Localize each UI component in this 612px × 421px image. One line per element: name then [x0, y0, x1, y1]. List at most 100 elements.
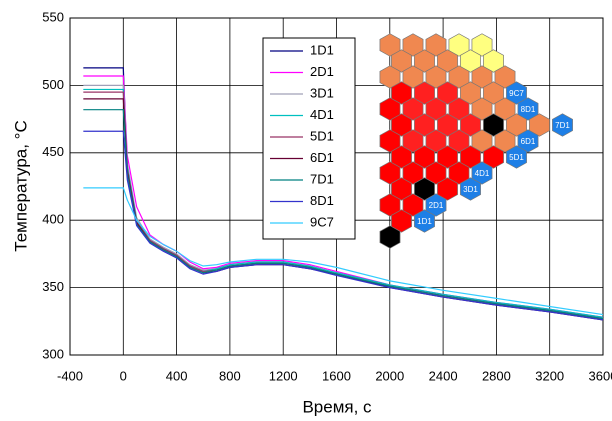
hex-cell: [448, 161, 470, 185]
hex-cell: [460, 177, 481, 201]
x-tick-label: 3200: [535, 368, 564, 383]
hex-cell: [414, 177, 435, 201]
hex-cell: [448, 97, 470, 121]
y-axis-label: Температура, °С: [11, 120, 30, 251]
hex-cell: [391, 113, 412, 137]
hex-cell: [506, 81, 527, 105]
x-tick-label: 800: [219, 368, 241, 383]
hex-cell: [437, 177, 458, 201]
hex-cell: [425, 161, 447, 185]
hex-cell: [471, 161, 493, 185]
hex-cell: [437, 81, 458, 105]
y-tick-label: 400: [42, 212, 64, 227]
hex-cell: [448, 33, 470, 57]
hex-cell: [437, 49, 458, 73]
hex-cell: [402, 97, 424, 121]
hex-cell: [414, 81, 435, 105]
hex-label: 2D1: [429, 201, 444, 210]
x-tick-label: 400: [166, 368, 188, 383]
hex-cell: [414, 113, 435, 137]
hex-label: 6D1: [521, 137, 536, 146]
hex-cell: [379, 193, 401, 217]
hex-cell: [471, 33, 493, 57]
hex-cell: [494, 65, 516, 89]
hex-cell: [402, 33, 424, 57]
legend-label: 4D1: [310, 107, 334, 122]
legend-label: 9C7: [310, 214, 334, 229]
hex-cell: [391, 49, 412, 73]
hex-label: 5D1: [509, 153, 524, 162]
hex-label: 8D1: [521, 105, 536, 114]
hex-cell: [379, 225, 401, 249]
hex-cell: [483, 113, 504, 137]
hex-cell: [494, 129, 516, 153]
x-axis-label: Время, с: [302, 397, 372, 416]
hex-cell: [483, 145, 504, 169]
x-tick-label: 2800: [482, 368, 511, 383]
hex-label: 9C7: [509, 89, 524, 98]
legend-label: 6D1: [310, 150, 334, 165]
hex-cell: [402, 65, 424, 89]
hex-cell: [494, 97, 516, 121]
hex-label: 7D1: [555, 121, 570, 130]
hex-cell: [425, 65, 447, 89]
hex-cell: [425, 129, 447, 153]
hex-cell: [414, 145, 435, 169]
x-tick-label: 2400: [429, 368, 458, 383]
y-tick-label: 300: [42, 346, 64, 361]
hex-label: 1D1: [417, 217, 432, 226]
hex-cell: [471, 97, 493, 121]
hex-cell: [460, 113, 481, 137]
y-tick-label: 550: [42, 9, 64, 24]
hex-cell: [379, 65, 401, 89]
x-tick-label: 1600: [322, 368, 351, 383]
hex-cell: [437, 145, 458, 169]
x-tick-label: 0: [120, 368, 127, 383]
hex-cell: [506, 113, 527, 137]
legend-label: 7D1: [310, 171, 334, 186]
hex-cell: [517, 129, 539, 153]
hex-cell: [402, 161, 424, 185]
series-line: [83, 130, 604, 321]
hex-cell: [402, 129, 424, 153]
hex-cell: [425, 97, 447, 121]
x-tick-label: 2000: [375, 368, 404, 383]
hex-cell: [425, 193, 447, 217]
x-tick-label: -400: [57, 368, 83, 383]
hex-cell: [552, 113, 573, 137]
hex-label: 4D1: [475, 169, 490, 178]
hex-cell: [460, 81, 481, 105]
hex-cell: [379, 129, 401, 153]
series-line: [83, 187, 604, 316]
hex-cell: [483, 81, 504, 105]
x-tick-label: 3600: [589, 368, 612, 383]
hex-cell: [379, 97, 401, 121]
y-tick-label: 500: [42, 77, 64, 92]
legend-label: 2D1: [310, 64, 334, 79]
hex-cell: [414, 209, 435, 233]
hex-cell: [391, 81, 412, 105]
legend-box: [262, 37, 356, 240]
y-tick-label: 350: [42, 279, 64, 294]
hex-cell: [437, 113, 458, 137]
legend-label: 8D1: [310, 193, 334, 208]
hex-label: 3D1: [463, 185, 478, 194]
hex-cell: [506, 145, 527, 169]
hex-cell: [471, 65, 493, 89]
legend-label: 5D1: [310, 128, 334, 143]
series-line: [83, 109, 604, 320]
hex-cell: [391, 177, 412, 201]
hex-cell: [448, 129, 470, 153]
legend-label: 3D1: [310, 85, 334, 100]
hex-cell: [414, 49, 435, 73]
hex-cell: [460, 145, 481, 169]
hex-cell: [379, 33, 401, 57]
hex-cell: [460, 49, 481, 73]
hex-cell: [448, 65, 470, 89]
legend-label: 1D1: [310, 42, 334, 57]
hex-cell: [379, 161, 401, 185]
hex-cell: [391, 209, 412, 233]
hex-cell: [529, 113, 550, 137]
hex-cell: [471, 129, 493, 153]
